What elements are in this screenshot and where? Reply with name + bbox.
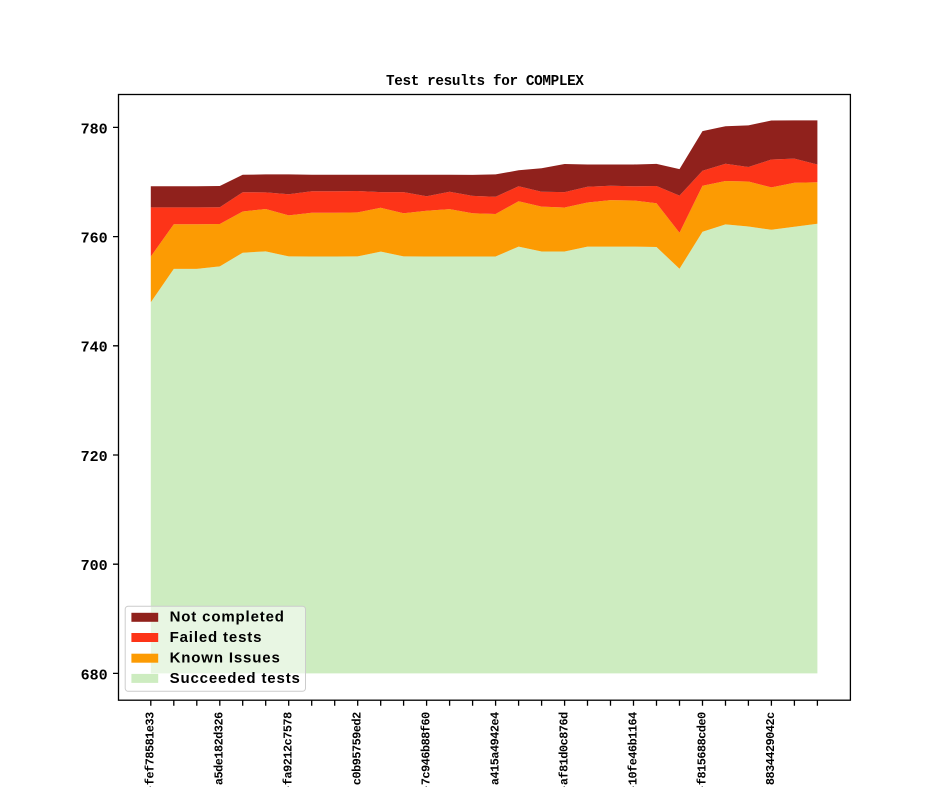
svg-text:Failed tests: Failed tests [170, 629, 263, 646]
svg-text:720: 720 [81, 449, 108, 466]
svg-text:780: 780 [81, 121, 108, 138]
svg-text:-10fe46b1164: -10fe46b1164 [626, 712, 640, 787]
svg-text:a415a4942e4: a415a4942e4 [488, 712, 502, 785]
svg-text:c0b95759ed2: c0b95759ed2 [351, 712, 365, 785]
svg-text:Succeeded tests: Succeeded tests [170, 670, 301, 687]
svg-text:8834429042c: 8834429042c [764, 712, 778, 785]
svg-text:Test results for COMPLEX: Test results for COMPLEX [386, 74, 584, 90]
svg-text:a5de182d326: a5de182d326 [213, 712, 227, 785]
svg-text:680: 680 [81, 667, 108, 684]
svg-text:Not completed: Not completed [170, 609, 285, 626]
svg-text:-7c946b88f60: -7c946b88f60 [419, 712, 433, 787]
svg-text:-f815688cde0: -f815688cde0 [695, 712, 709, 787]
svg-text:700: 700 [81, 558, 108, 575]
svg-text:760: 760 [81, 231, 108, 248]
svg-text:Known Issues: Known Issues [170, 650, 281, 667]
svg-text:.-fef78581e33: .-fef78581e33 [144, 712, 158, 787]
svg-text:-af81d0c876d: -af81d0c876d [557, 712, 571, 787]
svg-text:740: 740 [81, 340, 108, 357]
svg-text:-fa9212c7578: -fa9212c7578 [282, 712, 296, 787]
